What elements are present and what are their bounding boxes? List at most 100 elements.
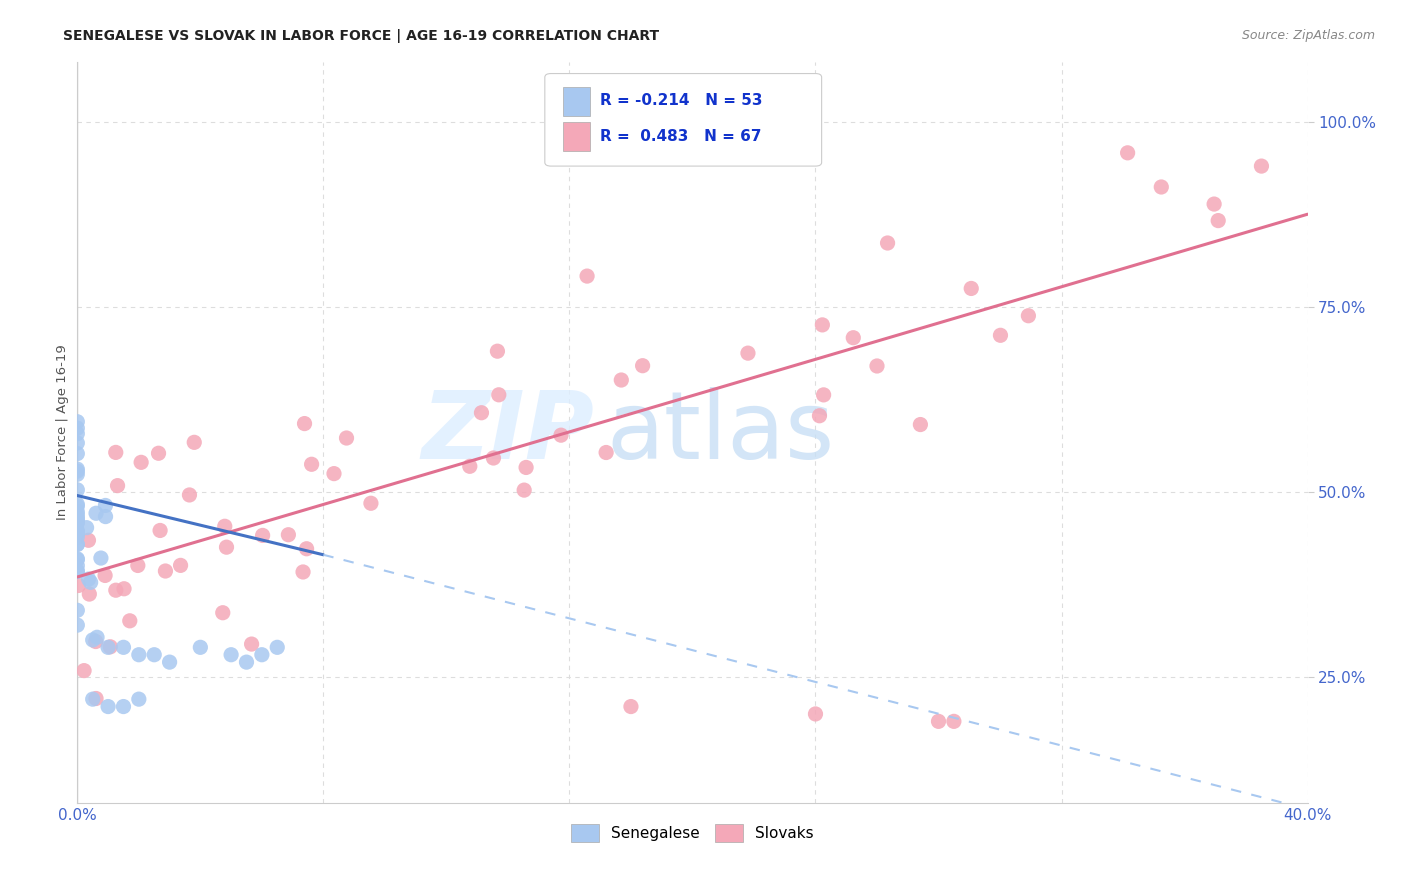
Point (66, 603, 89, 617)
Point (188, 640, 212, 655)
Point (84, 691, 107, 706)
Point (112, 640, 135, 655)
Point (1150, 180, 1173, 194)
Point (66, 497, 89, 511)
Point (66, 526, 89, 541)
Point (169, 558, 191, 573)
Point (360, 496, 382, 510)
Point (66, 524, 89, 538)
Point (990, 328, 1012, 343)
Point (94, 568, 117, 582)
Point (104, 583, 127, 598)
Point (77, 533, 100, 548)
Point (66, 618, 89, 632)
Point (266, 640, 288, 655)
Point (610, 373, 633, 387)
Point (183, 435, 205, 450)
Point (240, 637, 263, 651)
Point (813, 388, 835, 402)
Point (66, 464, 89, 478)
Point (67, 578, 90, 592)
Point (631, 359, 654, 373)
Point (960, 281, 983, 295)
Point (148, 446, 170, 460)
Point (73, 664, 96, 678)
Text: ZIP: ZIP (422, 386, 595, 479)
Point (79, 575, 101, 590)
Point (118, 614, 141, 628)
Point (66, 426, 89, 441)
Point (107, 478, 129, 492)
Point (128, 648, 150, 662)
Point (252, 528, 274, 542)
FancyBboxPatch shape (564, 87, 591, 117)
Point (179, 488, 201, 502)
Point (159, 655, 181, 669)
Point (155, 564, 177, 578)
Point (66, 515, 89, 529)
Point (149, 524, 172, 538)
Point (808, 409, 831, 423)
Point (84, 634, 107, 648)
Point (215, 540, 238, 554)
FancyBboxPatch shape (546, 73, 821, 166)
Point (66, 421, 89, 435)
FancyBboxPatch shape (564, 121, 591, 152)
Legend: Senegalese, Slovaks: Senegalese, Slovaks (565, 818, 820, 848)
Point (1250, 159, 1272, 173)
Point (127, 558, 149, 573)
Point (66, 499, 89, 513)
Point (513, 483, 536, 497)
Point (292, 565, 315, 579)
Point (235, 655, 257, 669)
Point (104, 445, 127, 459)
Point (595, 445, 617, 459)
Point (66, 516, 89, 530)
Point (458, 459, 481, 474)
Point (482, 450, 505, 465)
Point (66, 508, 89, 522)
Point (214, 519, 236, 533)
Point (66, 505, 89, 519)
Point (250, 648, 273, 662)
Point (335, 431, 357, 445)
Point (86, 630, 108, 644)
Point (66, 483, 89, 497)
Point (1017, 309, 1039, 323)
Point (928, 714, 950, 729)
Point (804, 706, 827, 721)
Point (94, 509, 117, 524)
Point (82, 632, 104, 647)
Text: R = -0.214   N = 53: R = -0.214 N = 53 (600, 94, 762, 109)
Point (277, 527, 299, 541)
Point (811, 318, 834, 332)
Point (129, 455, 152, 469)
Point (66, 525, 89, 540)
Y-axis label: In Labor Force | Age 16-19: In Labor Force | Age 16-19 (56, 344, 69, 521)
Point (211, 606, 233, 620)
Point (876, 235, 898, 250)
Point (79, 587, 101, 601)
Point (66, 447, 89, 461)
Point (1206, 213, 1229, 227)
Point (112, 582, 135, 596)
Point (488, 388, 510, 402)
Point (910, 417, 932, 432)
Point (112, 699, 135, 714)
Point (866, 359, 889, 373)
Point (66, 537, 89, 551)
Point (294, 417, 316, 431)
Point (66, 564, 89, 578)
Point (470, 406, 492, 420)
Point (97, 699, 120, 714)
Point (84, 506, 107, 520)
Point (515, 460, 537, 475)
Point (323, 467, 346, 481)
Text: Source: ZipAtlas.com: Source: ZipAtlas.com (1241, 29, 1375, 42)
Point (66, 436, 89, 450)
Point (66, 512, 89, 526)
Point (66, 565, 89, 579)
Point (842, 331, 865, 345)
Point (486, 344, 509, 359)
Point (295, 541, 318, 556)
